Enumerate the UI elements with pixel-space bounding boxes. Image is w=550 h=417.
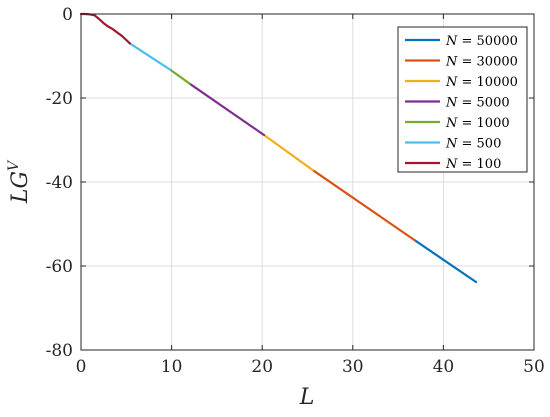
y-tick-label: -80 — [46, 341, 73, 361]
legend-entry: N = 500 — [445, 137, 501, 152]
x-axis-label: L — [299, 385, 315, 410]
series-line — [188, 82, 266, 137]
legend-box — [397, 26, 528, 173]
x-tick-label: 0 — [76, 357, 87, 377]
series-line — [262, 133, 314, 172]
legend-entry: N = 100 — [445, 157, 501, 172]
legend-entry: N = 5000 — [445, 96, 510, 111]
tick-labels: 0 10 20 30 40 50 0 -20 -40 -60 -80 — [46, 5, 545, 377]
y-tick-label: 0 — [62, 5, 73, 25]
legend-entry: N = 10000 — [445, 75, 518, 90]
svg-text:LGV: LGV — [6, 159, 33, 204]
series-line — [311, 169, 416, 242]
x-tick-label: 40 — [433, 357, 455, 377]
y-axis-label: LGV — [6, 159, 33, 204]
legend-entry: N = 30000 — [445, 55, 518, 70]
x-tick-label: 20 — [251, 357, 273, 377]
y-axis-label-main: LG — [8, 171, 33, 204]
legend-entry: N = 1000 — [445, 116, 510, 131]
series-lines — [79, 12, 478, 284]
x-tick-label: 10 — [161, 357, 183, 377]
x-tick-label: 30 — [342, 357, 364, 377]
y-tick-label: -60 — [46, 257, 73, 277]
series-line — [413, 238, 478, 284]
x-tick-label: 50 — [523, 357, 545, 377]
series-line — [79, 12, 131, 45]
y-tick-label: -20 — [46, 89, 73, 109]
y-axis-label-superscript: V — [6, 159, 22, 171]
legend: N = 50000 N = 30000 N = 10000 N = 5000 N = 1… — [397, 26, 528, 173]
axis-ticks — [80, 13, 535, 351]
series-line — [128, 42, 171, 71]
y-tick-label: -40 — [46, 173, 73, 193]
legend-entry: N = 50000 — [445, 34, 518, 49]
series-line — [168, 68, 191, 85]
